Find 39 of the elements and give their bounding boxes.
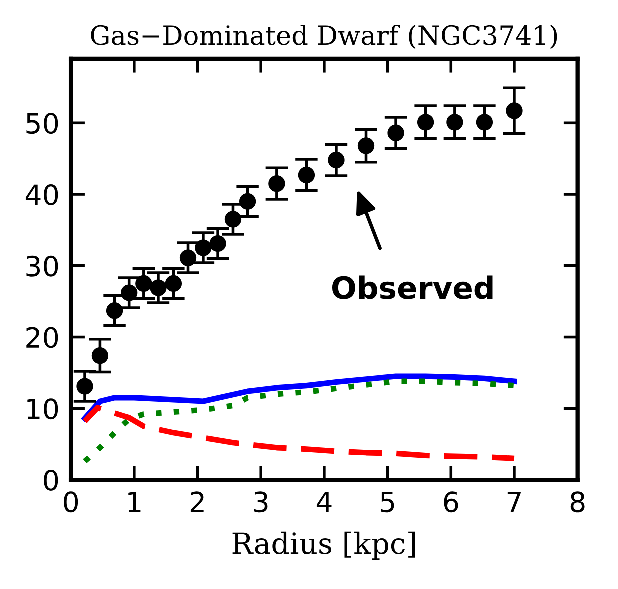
- point: [210, 235, 226, 252]
- y-tick-label: 50: [26, 113, 58, 134]
- x-axis-title: Radius [kpc]: [232, 532, 416, 560]
- point: [92, 348, 109, 364]
- point: [358, 138, 375, 154]
- x-tick-label: 0: [64, 492, 78, 513]
- point: [76, 378, 94, 395]
- point: [298, 166, 316, 184]
- point: [506, 102, 523, 120]
- y-tick-label: 40: [26, 184, 58, 206]
- point: [136, 275, 152, 292]
- x-tick-label: 2: [190, 492, 204, 512]
- x-tick-label: 8: [570, 492, 585, 513]
- y-tick-label: 0: [44, 470, 58, 491]
- point: [328, 152, 345, 169]
- x-tick-label: 1: [128, 492, 141, 512]
- point: [446, 114, 464, 131]
- x-tick-label: 6: [444, 492, 458, 513]
- point: [476, 114, 494, 131]
- x-tick-label: 5: [381, 492, 394, 513]
- point: [388, 124, 404, 142]
- x-tick-label: 7: [508, 492, 521, 512]
- point: [268, 175, 286, 192]
- annotation: Observed: [332, 276, 493, 300]
- y-tick-label: 30: [26, 256, 58, 277]
- y-tick-label: 20: [26, 327, 58, 348]
- point: [195, 240, 212, 256]
- point: [224, 211, 242, 228]
- point: [150, 280, 167, 296]
- x-tick-label: 3: [254, 492, 268, 513]
- point: [121, 284, 138, 302]
- point: [180, 250, 197, 266]
- chart-title: Gas−Dominated Dwarf (NGC3741): [91, 24, 558, 50]
- point: [165, 275, 182, 292]
- point: [239, 193, 256, 210]
- point: [106, 302, 124, 320]
- x-tick-label: 4: [316, 492, 332, 512]
- point: [417, 114, 434, 131]
- y-tick-label: 10: [28, 398, 58, 420]
